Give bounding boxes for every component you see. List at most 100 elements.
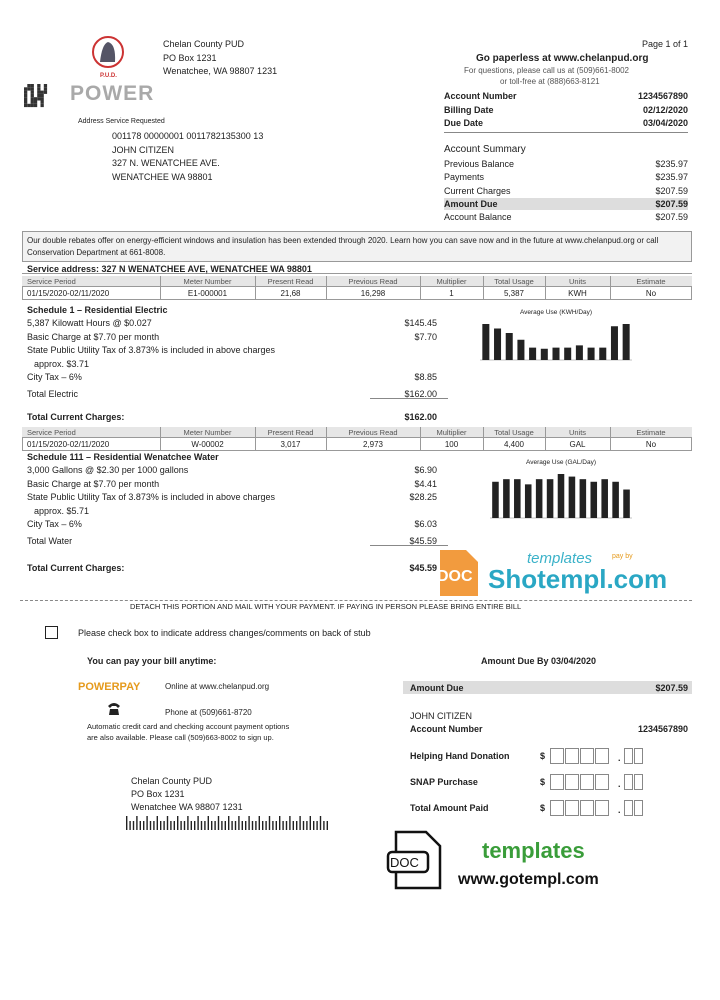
qr-cell <box>24 93 28 98</box>
qr-cell <box>33 100 38 104</box>
barcode-bar <box>255 821 257 830</box>
meter-header-row <box>22 427 692 438</box>
summary-value: $207.59 <box>655 198 688 209</box>
charge-line: 5,387 Kilowatt Hours @ $0.027 <box>27 318 152 328</box>
meter-col-rule <box>483 276 484 300</box>
meter-col-rule <box>326 427 327 451</box>
usage-bar <box>564 347 572 360</box>
qr-cell <box>24 90 28 94</box>
recipient-city: WENATCHEE WA 98801 <box>112 171 213 182</box>
summary-label: Amount Due <box>444 198 498 209</box>
qr-cell <box>40 90 44 94</box>
digit-box <box>565 748 579 764</box>
charge-line: State Public Utility Tax of 3.873% is in… <box>27 492 275 502</box>
usage-bar <box>590 481 598 518</box>
barcode-bar <box>204 821 206 830</box>
qr-cell <box>33 103 38 108</box>
barcode-bar <box>190 821 192 830</box>
recipient-code: 001178 00000001 0011782135300 13 <box>112 131 264 141</box>
qr-code <box>24 84 48 108</box>
usage-bar <box>505 333 513 360</box>
usage-bar <box>514 479 521 518</box>
digit-box <box>550 748 564 764</box>
account-label: Due Date <box>444 118 484 128</box>
qr-cell <box>40 97 44 101</box>
barcode-bar <box>129 821 131 830</box>
watermark-doc: DOC <box>437 568 473 585</box>
qr-cell <box>30 97 34 101</box>
qr-cell <box>40 93 44 98</box>
schedule-title: Schedule 1 – Residential Electric <box>27 305 168 315</box>
qr-cell <box>40 103 44 108</box>
summary-label: Payments <box>444 172 485 183</box>
barcode-bar <box>323 821 325 830</box>
digit-box <box>595 800 609 816</box>
qr-cell <box>43 87 48 91</box>
recipient-name: JOHN CITIZEN <box>112 144 174 155</box>
meter-col-rule <box>420 427 421 451</box>
summary-value: $207.59 <box>655 185 688 196</box>
barcode-bar <box>326 821 328 830</box>
notice-box <box>22 231 692 262</box>
meter-value: 16,298 <box>360 289 386 298</box>
remit-address: Wenatchee WA 98807 1231 <box>131 802 243 812</box>
barcode-bar <box>234 821 237 830</box>
digit-box <box>624 748 633 764</box>
total-amount: $45.59 <box>409 563 437 573</box>
contact: or toll-free at (888)663-8121 <box>500 77 600 86</box>
summary-value: $207.59 <box>655 212 688 223</box>
barcode-bar <box>207 816 209 830</box>
digit-box <box>580 748 594 764</box>
charge-amount: $4.41 <box>414 478 437 489</box>
currency-symbol: $ <box>540 777 546 787</box>
meter-col-rule <box>545 427 546 451</box>
digit-box <box>550 800 564 816</box>
meter-col-rule <box>255 276 256 300</box>
barcode-bar <box>214 821 216 830</box>
barcode-bar <box>146 816 148 830</box>
digit-box <box>565 774 579 790</box>
barcode-bar <box>200 821 203 830</box>
barcode-bar <box>143 821 145 830</box>
barcode-bar <box>245 821 247 830</box>
meter-value: GAL <box>569 440 586 449</box>
qr-cell <box>30 84 34 88</box>
digit-box <box>550 774 564 790</box>
meter-header: Present Read <box>267 428 314 437</box>
meter-header: Previous Read <box>348 277 398 286</box>
checkbox[interactable] <box>45 626 58 639</box>
account-value: 02/12/2020 <box>642 104 688 115</box>
utility-address: PO Box 1231 <box>163 53 217 63</box>
usage-bar <box>575 345 583 360</box>
meter-value: 2,973 <box>362 440 384 449</box>
barcode-bar <box>302 821 305 830</box>
barcode-bar <box>197 816 199 830</box>
meter-value: 01/15/2020-02/11/2020 <box>27 289 110 298</box>
meter-header: Units <box>568 428 587 437</box>
meter-value: 3,017 <box>280 440 301 449</box>
qr-cell <box>30 93 34 98</box>
meter-value: E1-000001 <box>187 289 228 298</box>
usage-bar <box>623 489 630 518</box>
barcode-bar <box>299 816 301 830</box>
barcode-bar <box>296 821 298 830</box>
account-label: Account Number <box>444 91 517 101</box>
pay-online: Online at www.chelanpud.org <box>165 682 270 691</box>
digit-box <box>634 748 643 764</box>
page-number: Page 1 of 1 <box>641 39 688 49</box>
barcode-bar <box>126 816 128 830</box>
charge-line: City Tax – 6% <box>27 519 82 529</box>
total-rule <box>370 398 448 399</box>
charge-amount: $7.70 <box>414 331 437 342</box>
barcode-bar <box>231 821 233 830</box>
usage-bar <box>535 479 543 518</box>
barcode-bar <box>170 821 172 830</box>
digit-box <box>580 800 594 816</box>
service-address-rule <box>22 263 692 274</box>
digit-box <box>595 748 609 764</box>
account-label: Billing Date <box>444 104 494 115</box>
usage-bar <box>529 347 537 360</box>
remit-address: PO Box 1231 <box>131 789 185 799</box>
watermark-doc: DOC <box>390 855 419 870</box>
qr-cell <box>43 90 48 94</box>
